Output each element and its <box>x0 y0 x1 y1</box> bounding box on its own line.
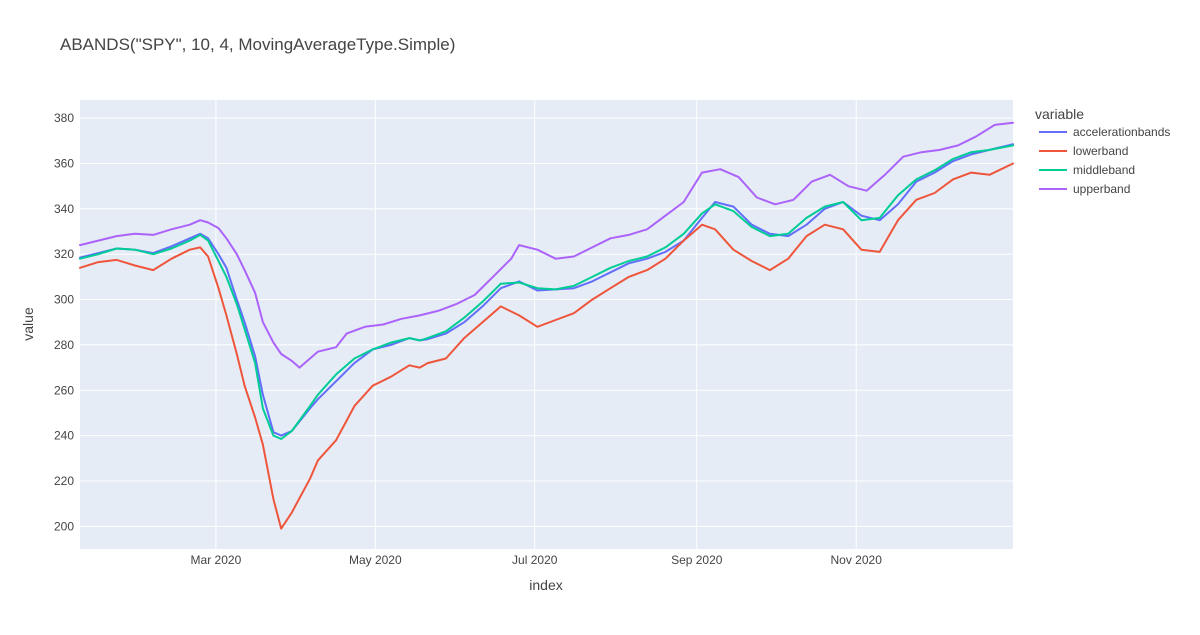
y-tick-label: 260 <box>54 383 74 397</box>
y-tick-label: 340 <box>54 202 74 216</box>
y-axis-title: value <box>20 307 36 341</box>
y-tick-label: 300 <box>54 293 74 307</box>
legend-item-upperband[interactable]: upperband <box>1073 182 1130 196</box>
y-tick-label: 360 <box>54 156 74 170</box>
x-tick-label: Sep 2020 <box>671 553 723 567</box>
x-axis-title: index <box>529 577 562 593</box>
y-tick-label: 380 <box>54 111 74 125</box>
legend: variable accelerationbands lowerband middl… <box>1035 106 1170 196</box>
tick-labels: 200 220 240 260 280 300 320 340 360 380 Mar 2020 Ma… <box>54 111 882 567</box>
plot-area <box>80 100 1013 549</box>
legend-item-accelerationbands[interactable]: accelerationbands <box>1073 125 1170 139</box>
y-tick-label: 220 <box>54 474 74 488</box>
series-line-accelerationbands <box>79 143 1014 437</box>
x-tick-label: Nov 2020 <box>831 553 883 567</box>
y-tick-label: 280 <box>54 338 74 352</box>
gridlines <box>80 100 1013 549</box>
legend-item-middleband[interactable]: middleband <box>1073 163 1135 177</box>
legend-item-lowerband[interactable]: lowerband <box>1073 144 1128 158</box>
series-line-upperband <box>79 121 1014 369</box>
x-tick-label: Jul 2020 <box>512 553 558 567</box>
legend-title: variable <box>1035 106 1084 122</box>
series-line-lowerband <box>79 162 1014 530</box>
series-line-middleband <box>79 144 1014 440</box>
x-tick-label: May 2020 <box>349 553 402 567</box>
x-tick-label: Mar 2020 <box>191 553 242 567</box>
y-tick-label: 320 <box>54 247 74 261</box>
y-tick-label: 240 <box>54 429 74 443</box>
y-tick-label: 200 <box>54 519 74 533</box>
series-lines <box>79 121 1014 530</box>
chart-title: ABANDS("SPY", 10, 4, MovingAverageType.S… <box>60 35 455 54</box>
